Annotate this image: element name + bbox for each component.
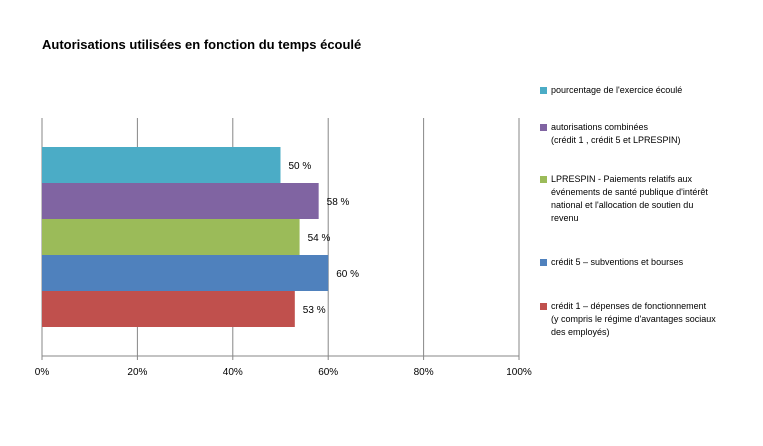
legend-label-line: crédit 1 – dépenses de fonctionnement (551, 301, 707, 311)
x-tick-label: 60% (318, 367, 338, 378)
legend-swatch (540, 124, 547, 131)
legend-label: pourcentage de l'exercice écoulé (551, 84, 751, 97)
data-label: 60 % (336, 269, 359, 280)
legend-label-line: (crédit 1 , crédit 5 et LPRESPIN) (551, 135, 681, 145)
x-tick-label: 0% (35, 367, 50, 378)
legend-label-line: événements de santé publique d'intérêt (551, 187, 708, 197)
data-label: 53 % (303, 305, 326, 316)
legend-label: crédit 1 – dépenses de fonctionnement (y … (551, 300, 751, 339)
legend-label-line: pourcentage de l'exercice écoulé (551, 85, 683, 95)
bar (42, 147, 281, 183)
legend-label-line: national et l'allocation de soutien du (551, 200, 694, 210)
legend-label-line: LPRESPIN - Paiements relatifs aux (551, 174, 693, 184)
legend-label-line: autorisations combinées (551, 122, 649, 132)
x-tick-label: 40% (223, 367, 243, 378)
bars (42, 147, 329, 327)
x-axis: 0% 20% 40% 60% 80% 100% (35, 355, 532, 378)
legend-label-line: des employés) (551, 327, 610, 337)
data-label: 54 % (308, 233, 331, 244)
data-label: 58 % (327, 197, 350, 208)
data-label: 50 % (289, 161, 312, 172)
legend-swatch (540, 176, 547, 183)
legend-swatch (540, 303, 547, 310)
data-labels: 50 % 58 % 54 % 60 % 53 % (289, 161, 360, 316)
bar (42, 255, 329, 291)
x-tick-label: 20% (127, 367, 147, 378)
legend-label: LPRESPIN - Paiements relatifs aux événeme… (551, 173, 751, 225)
x-tick-label: 100% (506, 367, 532, 378)
legend-label-line: crédit 5 – subventions et bourses (551, 257, 684, 267)
x-tick-label: 80% (414, 367, 434, 378)
legend-swatch (540, 259, 547, 266)
bar (42, 219, 300, 255)
legend-label-line: (y compris le régime d'avantages sociaux (551, 314, 716, 324)
legend-label: crédit 5 – subventions et bourses (551, 256, 751, 269)
legend-label-line: revenu (551, 213, 579, 223)
bar (42, 291, 295, 327)
chart-title: Autorisations utilisées en fonction du t… (42, 37, 362, 52)
bar (42, 183, 319, 219)
legend-swatch (540, 87, 547, 94)
legend-label: autorisations combinées (crédit 1 , crédi… (551, 121, 751, 147)
